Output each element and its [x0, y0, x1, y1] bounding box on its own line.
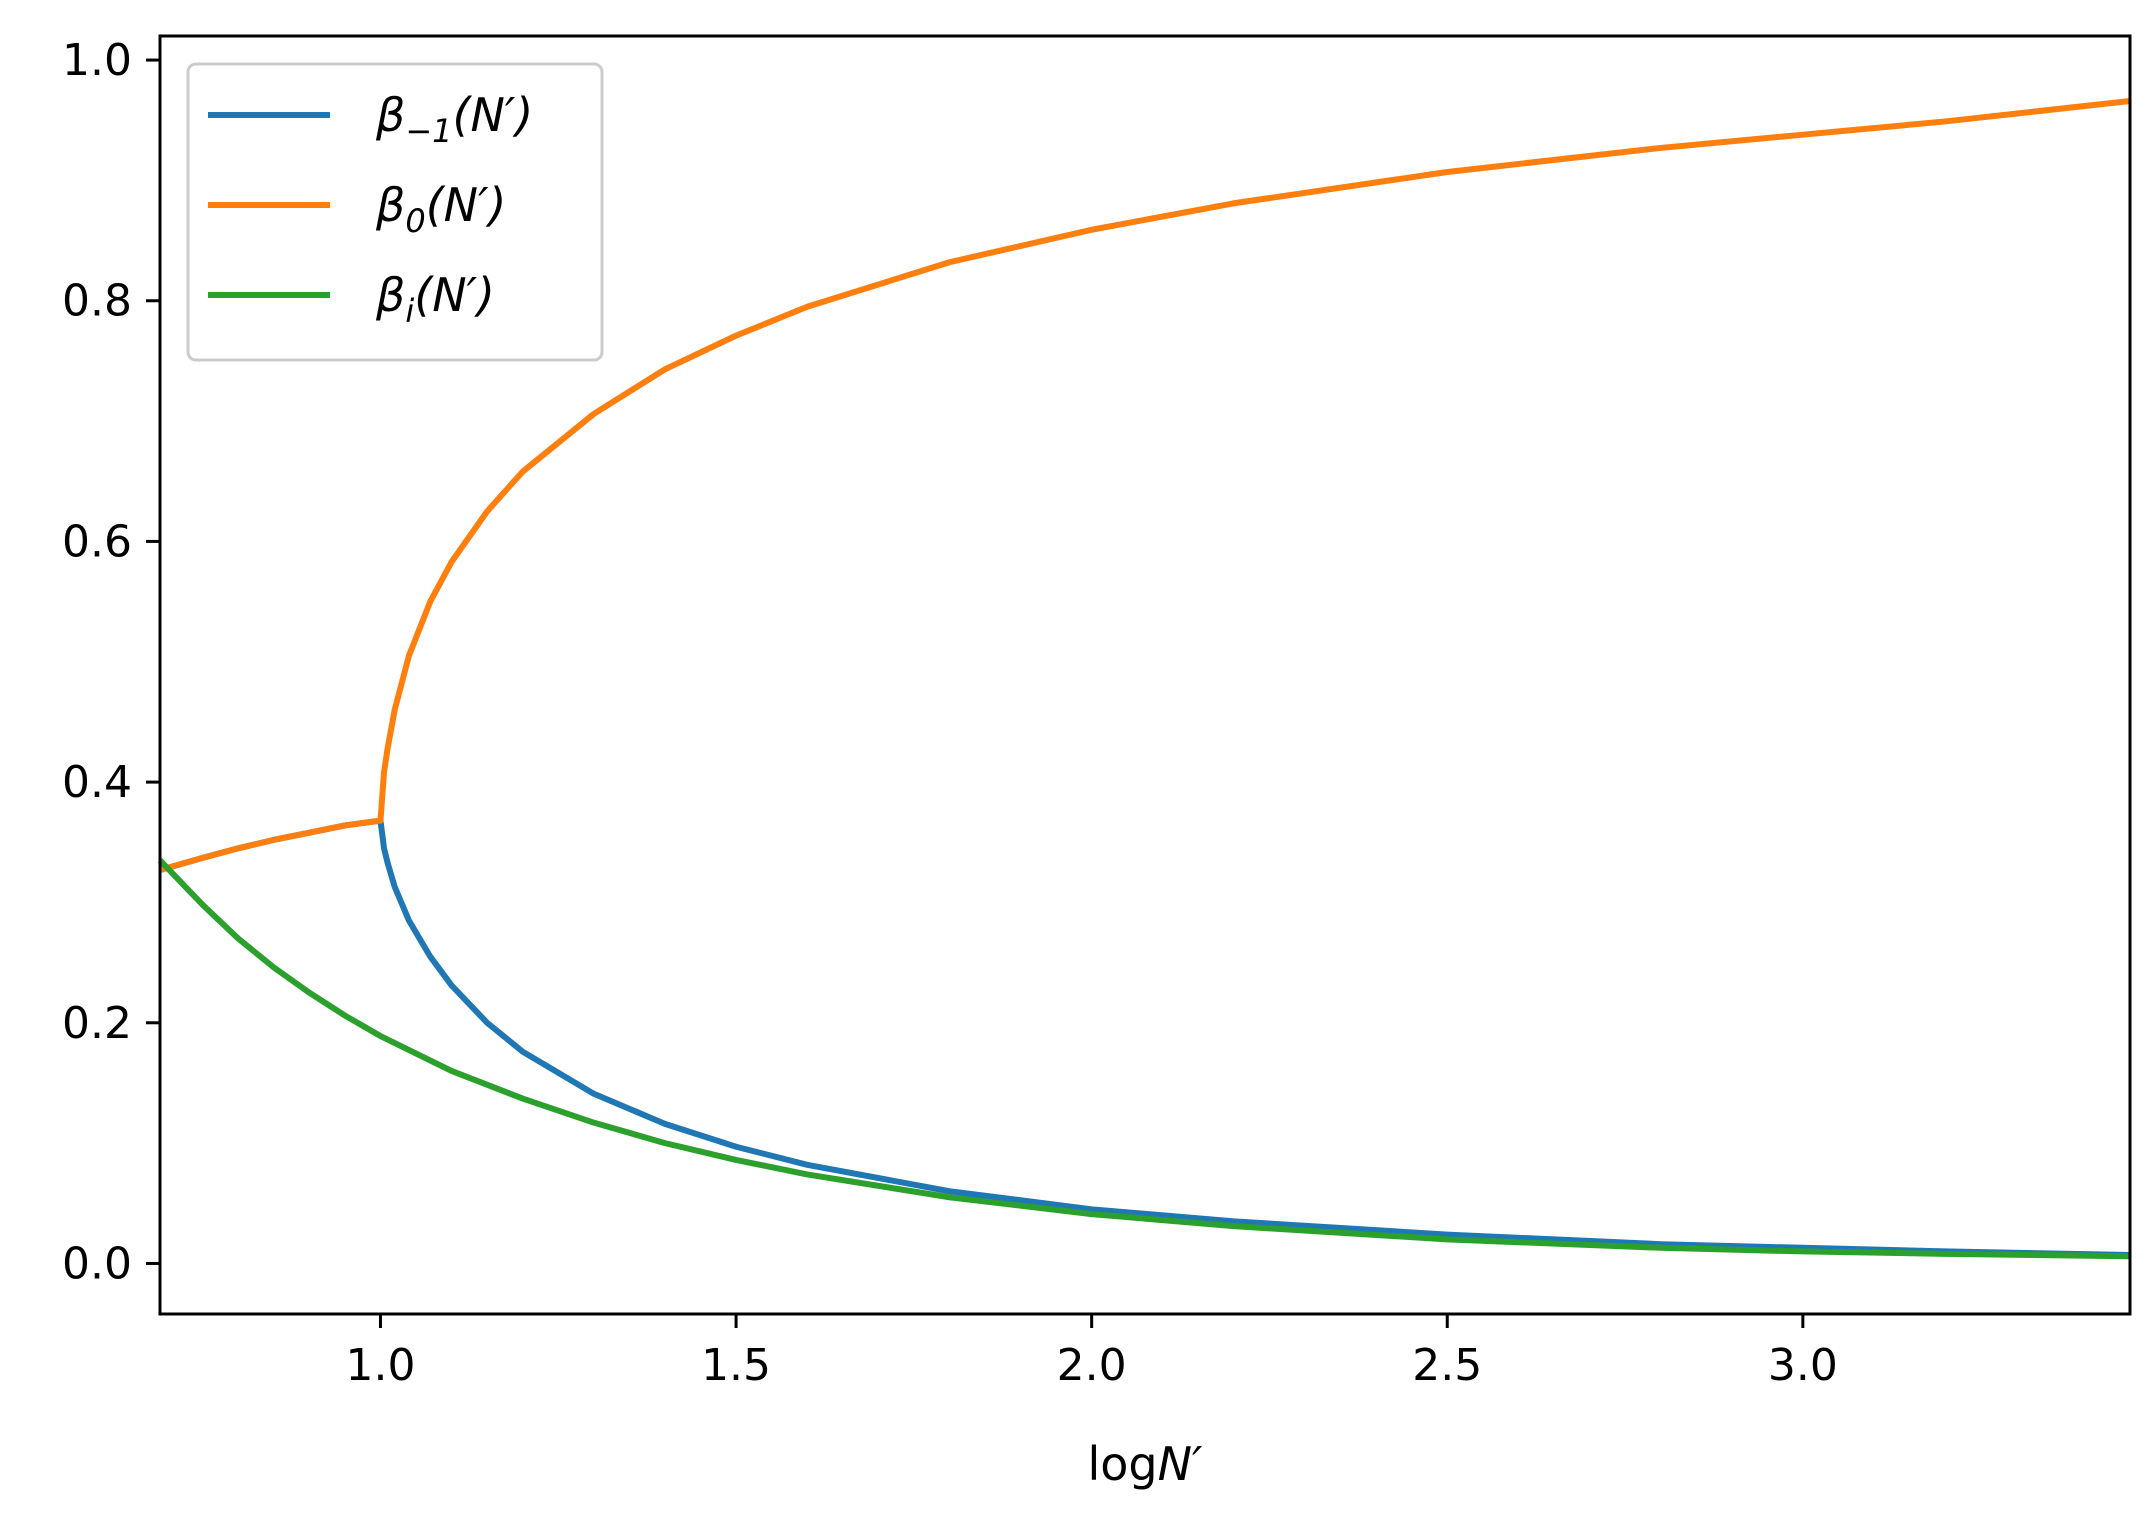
y-tick-label: 0.2	[62, 998, 132, 1049]
legend-label-0: β−1(N′)	[375, 88, 533, 150]
series-line-1	[159, 97, 2131, 873]
y-tick-label: 0.4	[62, 757, 132, 808]
x-tick-label: 3.0	[1768, 1340, 1838, 1391]
x-axis-title-variable: N′	[1158, 1437, 1203, 1491]
x-axis: 1.0 1.5 2.0 2.5 3.0	[345, 1314, 1838, 1391]
legend: β−1(N′) β0(N′) βi(N′)	[186, 62, 604, 362]
y-tick-label: 1.0	[62, 35, 132, 86]
x-tick-label: 1.5	[701, 1340, 771, 1391]
x-tick-label: 2.0	[1057, 1340, 1127, 1391]
x-axis-title-text: log	[1088, 1437, 1158, 1491]
legend-box	[186, 62, 604, 362]
y-tick-label: 0.6	[62, 516, 132, 567]
series-layer	[157, 97, 2131, 1260]
x-axis-title: logN′	[1088, 1437, 1204, 1491]
x-tick-label: 2.5	[1412, 1340, 1482, 1391]
legend-label-1: β0(N′)	[375, 178, 506, 240]
y-tick-label: 0.8	[62, 276, 132, 327]
series-line-2	[157, 858, 2131, 1260]
y-tick-label: 0.0	[62, 1238, 132, 1289]
plot-frame	[158, 34, 2132, 1316]
y-axis: 0.0 0.2 0.4 0.6 0.8 1.0	[62, 35, 160, 1289]
x-tick-label: 1.0	[345, 1340, 415, 1391]
legend-label-2: βi(N′)	[375, 268, 495, 330]
